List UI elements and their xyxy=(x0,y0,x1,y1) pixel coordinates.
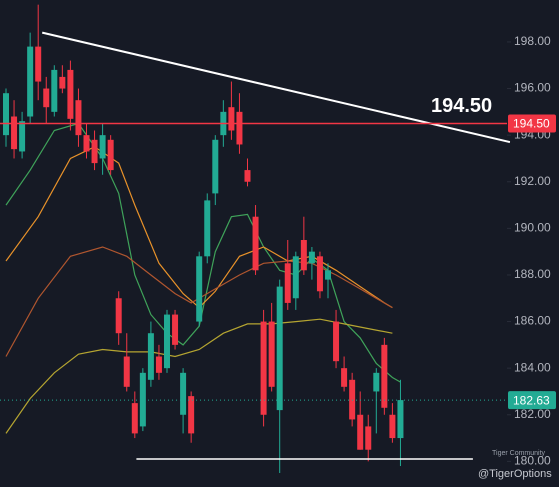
candle-body xyxy=(204,200,211,257)
candle-body xyxy=(164,314,170,369)
candle-body xyxy=(123,356,130,387)
candle-body xyxy=(51,69,58,112)
candle-body xyxy=(300,240,307,271)
y-tick-label: 196.00 xyxy=(514,81,551,95)
candle-body xyxy=(292,256,299,299)
y-tick-label: 198.00 xyxy=(514,34,551,48)
candle-body xyxy=(397,400,404,439)
y-tick-label: 188.00 xyxy=(514,267,551,281)
candle-body xyxy=(252,216,259,271)
moving-average xyxy=(5,146,393,309)
candle-body xyxy=(276,286,283,411)
candle-body xyxy=(196,256,203,322)
candle-body xyxy=(27,46,34,117)
candle-body xyxy=(333,321,340,362)
y-tick-label: 186.00 xyxy=(514,314,551,328)
candle-body xyxy=(268,321,275,387)
trendline xyxy=(41,31,511,144)
candle-body xyxy=(115,298,122,334)
candle-body xyxy=(389,414,396,439)
price-tag-label: 182.63 xyxy=(513,393,550,407)
moving-average xyxy=(5,122,401,383)
candle-body xyxy=(139,372,146,427)
candle-body xyxy=(75,100,82,136)
candle-body xyxy=(260,321,267,415)
candle-body xyxy=(373,372,380,392)
y-tick-label: 184.00 xyxy=(514,360,551,374)
candle-body xyxy=(325,270,331,280)
candle-body xyxy=(59,76,66,89)
watermark: Tiger Community xyxy=(492,450,546,457)
y-tick-label: 182.00 xyxy=(514,407,551,421)
candle-body xyxy=(284,263,291,303)
candle-body xyxy=(147,333,154,380)
moving-average xyxy=(5,318,393,434)
candle-body xyxy=(91,139,98,164)
candle-body xyxy=(180,372,187,415)
candle-body xyxy=(308,251,315,264)
candle-body xyxy=(365,426,372,450)
candle-body xyxy=(357,414,364,450)
candle-body xyxy=(35,46,42,82)
candle-body xyxy=(155,356,162,373)
candle-body xyxy=(341,368,348,387)
candle-body xyxy=(11,116,18,150)
candle-body xyxy=(316,256,323,292)
y-tick-label: 192.00 xyxy=(514,174,551,188)
candle-body xyxy=(19,121,26,152)
moving-average xyxy=(5,246,393,357)
candle-body xyxy=(83,135,90,152)
watermark: @TigerOptions xyxy=(478,468,552,480)
candle-body xyxy=(228,107,235,131)
price-tag-label: 194.50 xyxy=(513,117,550,131)
candle-body xyxy=(99,135,106,159)
candle-body xyxy=(244,170,251,182)
candle-body xyxy=(212,139,219,194)
candle-body xyxy=(3,93,9,136)
y-tick-label: 190.00 xyxy=(514,221,551,235)
candle-body xyxy=(236,111,243,145)
candle-body xyxy=(188,396,195,434)
candle-body xyxy=(107,139,114,171)
price-tag xyxy=(508,391,556,410)
candle-body xyxy=(131,403,138,434)
candle-body xyxy=(172,314,179,345)
resistance-annotation: 194.50 xyxy=(431,95,492,117)
candle-body xyxy=(43,88,50,108)
candle-body xyxy=(381,344,388,408)
price-tag xyxy=(508,114,556,133)
y-tick-label: 180.00 xyxy=(514,454,551,468)
candle-body xyxy=(67,69,74,119)
